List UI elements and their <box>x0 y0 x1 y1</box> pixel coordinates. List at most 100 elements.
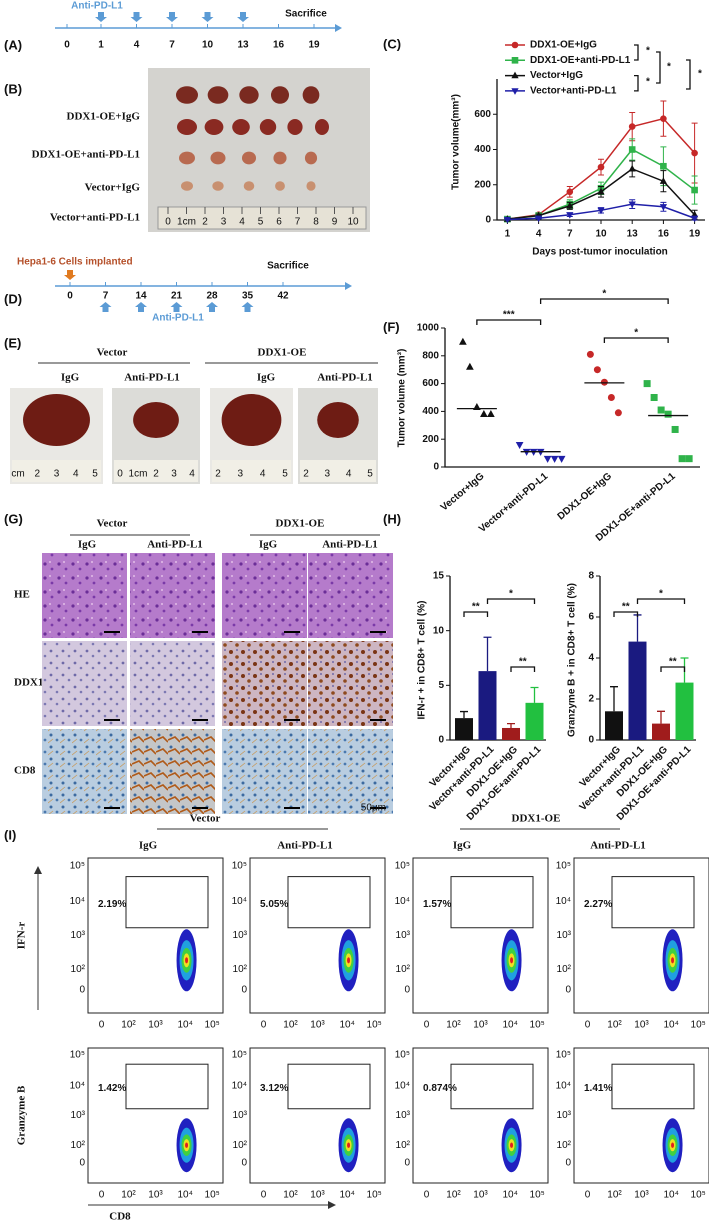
arrow-icon <box>64 270 76 280</box>
x-tick-label: 16 <box>658 229 670 240</box>
tumor <box>275 181 285 191</box>
ruler-label: 3 <box>171 469 177 480</box>
x-tick-label: 10⁴ <box>339 1190 354 1201</box>
marker <box>534 215 543 223</box>
y-tick-label: 0 <box>565 1157 571 1168</box>
x-tick-label: 0 <box>99 1020 105 1031</box>
condition-header: Anti-PD-L1 <box>147 539 203 551</box>
day-label: 35 <box>242 291 254 302</box>
significance-label: * <box>659 589 663 600</box>
x-tick-label: 10⁵ <box>205 1190 220 1201</box>
tumor <box>207 86 229 104</box>
y-tick-label: 8 <box>588 571 594 582</box>
tumor <box>304 151 318 165</box>
marker <box>628 123 636 130</box>
x-tick-label: 10⁴ <box>663 1190 678 1201</box>
arrow-icon <box>99 302 112 312</box>
gate-percent: 1.41% <box>584 1083 612 1094</box>
x-tick-label: 10⁵ <box>205 1020 220 1031</box>
x-tick-label: 10² <box>121 1020 136 1031</box>
y-tick-label: 0 <box>241 984 247 995</box>
group-header: Vector <box>97 518 128 530</box>
group-header: DDX1-OE <box>512 813 561 825</box>
x-tick-label: 10⁴ <box>177 1190 192 1201</box>
x-tick-label: 10⁴ <box>502 1020 517 1031</box>
marker <box>511 57 519 64</box>
x-tick-label: 10² <box>283 1190 298 1201</box>
y-axis-label: Tumor volume (mm³) <box>397 349 408 448</box>
y-tick-label: 10² <box>71 964 86 975</box>
tumor <box>239 86 259 104</box>
marker <box>691 186 698 194</box>
ruler <box>157 206 367 230</box>
ruler-label: 2 <box>303 469 309 480</box>
marker <box>607 394 615 401</box>
bar <box>605 711 623 740</box>
condition-header: IgG <box>257 372 276 384</box>
bar <box>675 682 694 740</box>
y-tick-label: 10³ <box>71 1110 86 1121</box>
y-axis-label: Tumor volume(mm³) <box>451 94 462 190</box>
marker <box>650 394 658 401</box>
ruler-label: 10 <box>347 217 359 228</box>
arrow-icon <box>206 302 218 312</box>
day-label: 4 <box>134 40 140 51</box>
x-tick-label: 0 <box>424 1190 430 1201</box>
y-tick-label: 10³ <box>396 930 411 941</box>
ruler-label: 0 <box>117 469 123 480</box>
liver <box>23 394 90 446</box>
tumor <box>302 86 320 104</box>
day-label: 7 <box>103 291 109 302</box>
tumor <box>179 151 195 165</box>
y-tick-label: 10⁵ <box>70 1049 85 1060</box>
density-cloud <box>185 1142 189 1148</box>
marker <box>566 201 574 209</box>
y-tick-label: 10⁵ <box>556 860 571 871</box>
day-label: 16 <box>273 40 285 51</box>
legend-label: DDX1-OE+IgG <box>530 40 597 51</box>
arrow-icon <box>166 12 178 22</box>
group-header: Vector <box>97 347 128 359</box>
marker <box>480 409 488 417</box>
condition-header: Anti-PD-L1 <box>590 840 646 852</box>
y-tick-label: 200 <box>422 434 439 445</box>
ruler-label: 2 <box>153 469 159 480</box>
x-tick-label: 10² <box>607 1190 622 1201</box>
y-tick-label: 4 <box>588 653 594 664</box>
marker <box>466 362 474 370</box>
x-tick-label: 10³ <box>148 1190 163 1201</box>
significance-label: *** <box>503 310 515 321</box>
gate <box>287 876 371 929</box>
arrow-icon <box>237 12 249 22</box>
y-tick-label: 10⁵ <box>232 860 247 871</box>
density-cloud <box>510 957 514 964</box>
marker <box>515 441 524 449</box>
gate <box>450 876 534 929</box>
y-tick-label: 5 <box>438 680 444 691</box>
y-tick-label: 10⁵ <box>556 1049 571 1060</box>
y-tick-label: 0 <box>404 984 410 995</box>
marker <box>586 350 594 358</box>
gate <box>450 1063 534 1110</box>
timeline-head <box>335 24 342 32</box>
ruler-label: 7 <box>295 217 301 228</box>
x-tick-label: 10³ <box>473 1190 488 1201</box>
significance-label: ** <box>472 602 480 613</box>
gate-percent: 2.27% <box>584 899 612 910</box>
ruler-label: 3 <box>238 469 244 480</box>
condition-header: IgG <box>139 840 158 852</box>
condition-header: IgG <box>61 372 80 384</box>
y-tick-label: 1000 <box>417 323 440 334</box>
condition-header: IgG <box>259 539 278 551</box>
bar <box>525 702 544 740</box>
error-bar <box>657 710 665 724</box>
y-tick-label: 10⁵ <box>232 1049 247 1060</box>
ruler-label: 5 <box>282 469 288 480</box>
flow-plot <box>412 1047 549 1184</box>
gate-percent: 0.874% <box>423 1083 457 1094</box>
micrograph <box>222 729 307 814</box>
ruler-label: 3 <box>221 217 227 228</box>
tumor <box>273 151 287 165</box>
